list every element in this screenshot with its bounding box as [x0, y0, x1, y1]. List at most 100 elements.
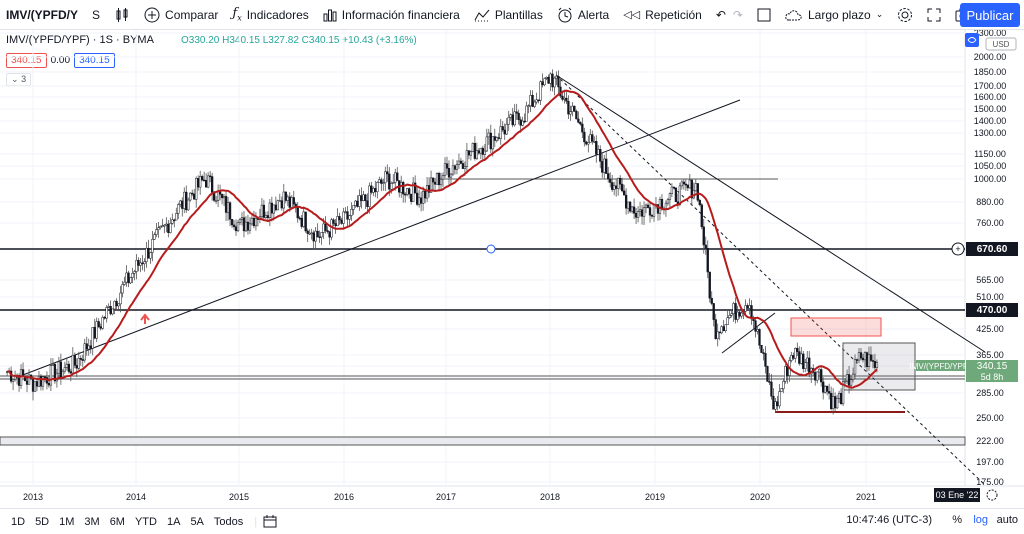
square-icon: [757, 8, 771, 21]
downtrend-line[interactable]: [555, 74, 986, 353]
candle-body: [549, 73, 552, 84]
candle-body: [847, 374, 851, 386]
candle-body: [841, 381, 845, 405]
candle-body: [750, 305, 753, 320]
candle-body: [756, 329, 759, 332]
candle-body: [370, 185, 373, 193]
candle-body: [324, 223, 327, 231]
uptrend-line[interactable]: [14, 99, 741, 379]
layout-select[interactable]: Largo plazo ⌄: [778, 0, 890, 30]
resistance-zone[interactable]: [790, 317, 882, 337]
candle-body: [336, 216, 339, 227]
candle-body: [523, 120, 526, 123]
range-button[interactable]: 1A: [166, 515, 181, 528]
log-toggle[interactable]: log: [973, 514, 988, 526]
candle-body: [135, 260, 138, 272]
candle-body: [129, 277, 132, 284]
price-tick: 175.00: [976, 477, 1004, 487]
candle-body: [226, 202, 230, 213]
range-button[interactable]: 5A: [190, 515, 204, 528]
candle-body: [603, 158, 606, 173]
candle-body: [853, 359, 857, 375]
range-button[interactable]: 1M: [59, 515, 75, 528]
fullscreen-button[interactable]: [920, 0, 948, 30]
auto-toggle[interactable]: auto: [996, 514, 1018, 526]
candle-body: [748, 305, 751, 309]
add-alert-button[interactable]: [951, 242, 965, 256]
bid-price: 340.15: [6, 53, 47, 68]
range-button[interactable]: YTD: [134, 515, 157, 528]
short-trend-line[interactable]: [721, 312, 776, 354]
chart-settings-button[interactable]: [986, 489, 998, 501]
candle-body: [722, 326, 725, 331]
candle-body: [49, 365, 53, 386]
currency-badge[interactable]: [985, 37, 1017, 51]
candle-body: [718, 331, 721, 334]
candle-body: [557, 76, 560, 88]
settings-button[interactable]: [890, 0, 920, 30]
replay-button[interactable]: ◁◁ Repetición: [616, 0, 709, 30]
candle-body: [207, 175, 210, 188]
candle-body: [636, 211, 640, 218]
candle-body: [539, 81, 542, 101]
candle-body: [262, 204, 266, 218]
range-button[interactable]: Todos: [213, 515, 244, 528]
layout-toggle-button[interactable]: [750, 0, 778, 30]
alert-button[interactable]: Alerta: [550, 0, 616, 30]
candle-body: [585, 141, 588, 145]
price-tag-470-label: 470.00: [977, 305, 1008, 316]
templates-button[interactable]: Plantillas: [467, 0, 550, 30]
candle-body: [593, 141, 596, 143]
candle-body: [278, 200, 281, 202]
consolidation-box[interactable]: [842, 342, 916, 391]
publish-button[interactable]: Publicar: [960, 3, 1020, 27]
clock[interactable]: 10:47:46 (UTC-3): [846, 514, 932, 526]
price-tick: 1150.00: [974, 149, 1006, 159]
candle-body: [288, 196, 291, 208]
line-handle[interactable]: [486, 244, 496, 254]
symbol-search[interactable]: IMV/(YPFD/Y: [0, 0, 85, 30]
range-button[interactable]: 6M: [109, 515, 125, 528]
redo-button[interactable]: ↷: [733, 0, 750, 30]
candle-body: [702, 226, 705, 246]
candle-body: [402, 182, 405, 195]
scale-toggle-button[interactable]: [965, 33, 979, 47]
candle-body: [728, 315, 731, 319]
candle-body: [362, 194, 365, 201]
grid: [0, 30, 965, 486]
candle-body: [541, 81, 544, 86]
range-button[interactable]: 5D: [35, 515, 50, 528]
candle-body: [824, 386, 827, 393]
range-button[interactable]: 3M: [84, 515, 100, 528]
candles-style-button[interactable]: [107, 0, 137, 30]
candle-body: [521, 120, 524, 126]
compare-button[interactable]: Comparar: [137, 0, 225, 30]
candle-body: [736, 311, 739, 320]
range-button[interactable]: 1D: [11, 515, 26, 528]
candle-body: [390, 183, 393, 190]
candle-body: [199, 176, 202, 188]
gear-icon: [898, 7, 913, 22]
candle-body: [822, 381, 825, 393]
candle-body: [768, 381, 771, 383]
indicators-button[interactable]: ƒx Indicadores: [225, 0, 315, 30]
interval-button[interactable]: S: [85, 0, 107, 30]
percent-toggle[interactable]: %: [952, 514, 962, 526]
candle-body: [230, 219, 234, 226]
candles: [5, 69, 879, 415]
undo-button[interactable]: ↶: [709, 0, 733, 30]
calendar-range-icon[interactable]: [263, 514, 277, 529]
candle-body: [551, 73, 554, 88]
symbol-legend[interactable]: IMV/(YPFD/YPF) · 1S · BYMA: [6, 34, 154, 46]
candle-body: [340, 219, 343, 224]
candle-body: [455, 164, 459, 170]
dashed-trend-line[interactable]: [555, 74, 986, 486]
candle-body: [195, 178, 198, 200]
financials-button[interactable]: Información financiera: [316, 0, 467, 30]
candle-body: [644, 204, 648, 208]
candle-body: [577, 118, 580, 123]
candle-body: [423, 190, 427, 199]
floor-zone[interactable]: [0, 436, 966, 446]
undo-icon: ↶: [715, 7, 726, 22]
